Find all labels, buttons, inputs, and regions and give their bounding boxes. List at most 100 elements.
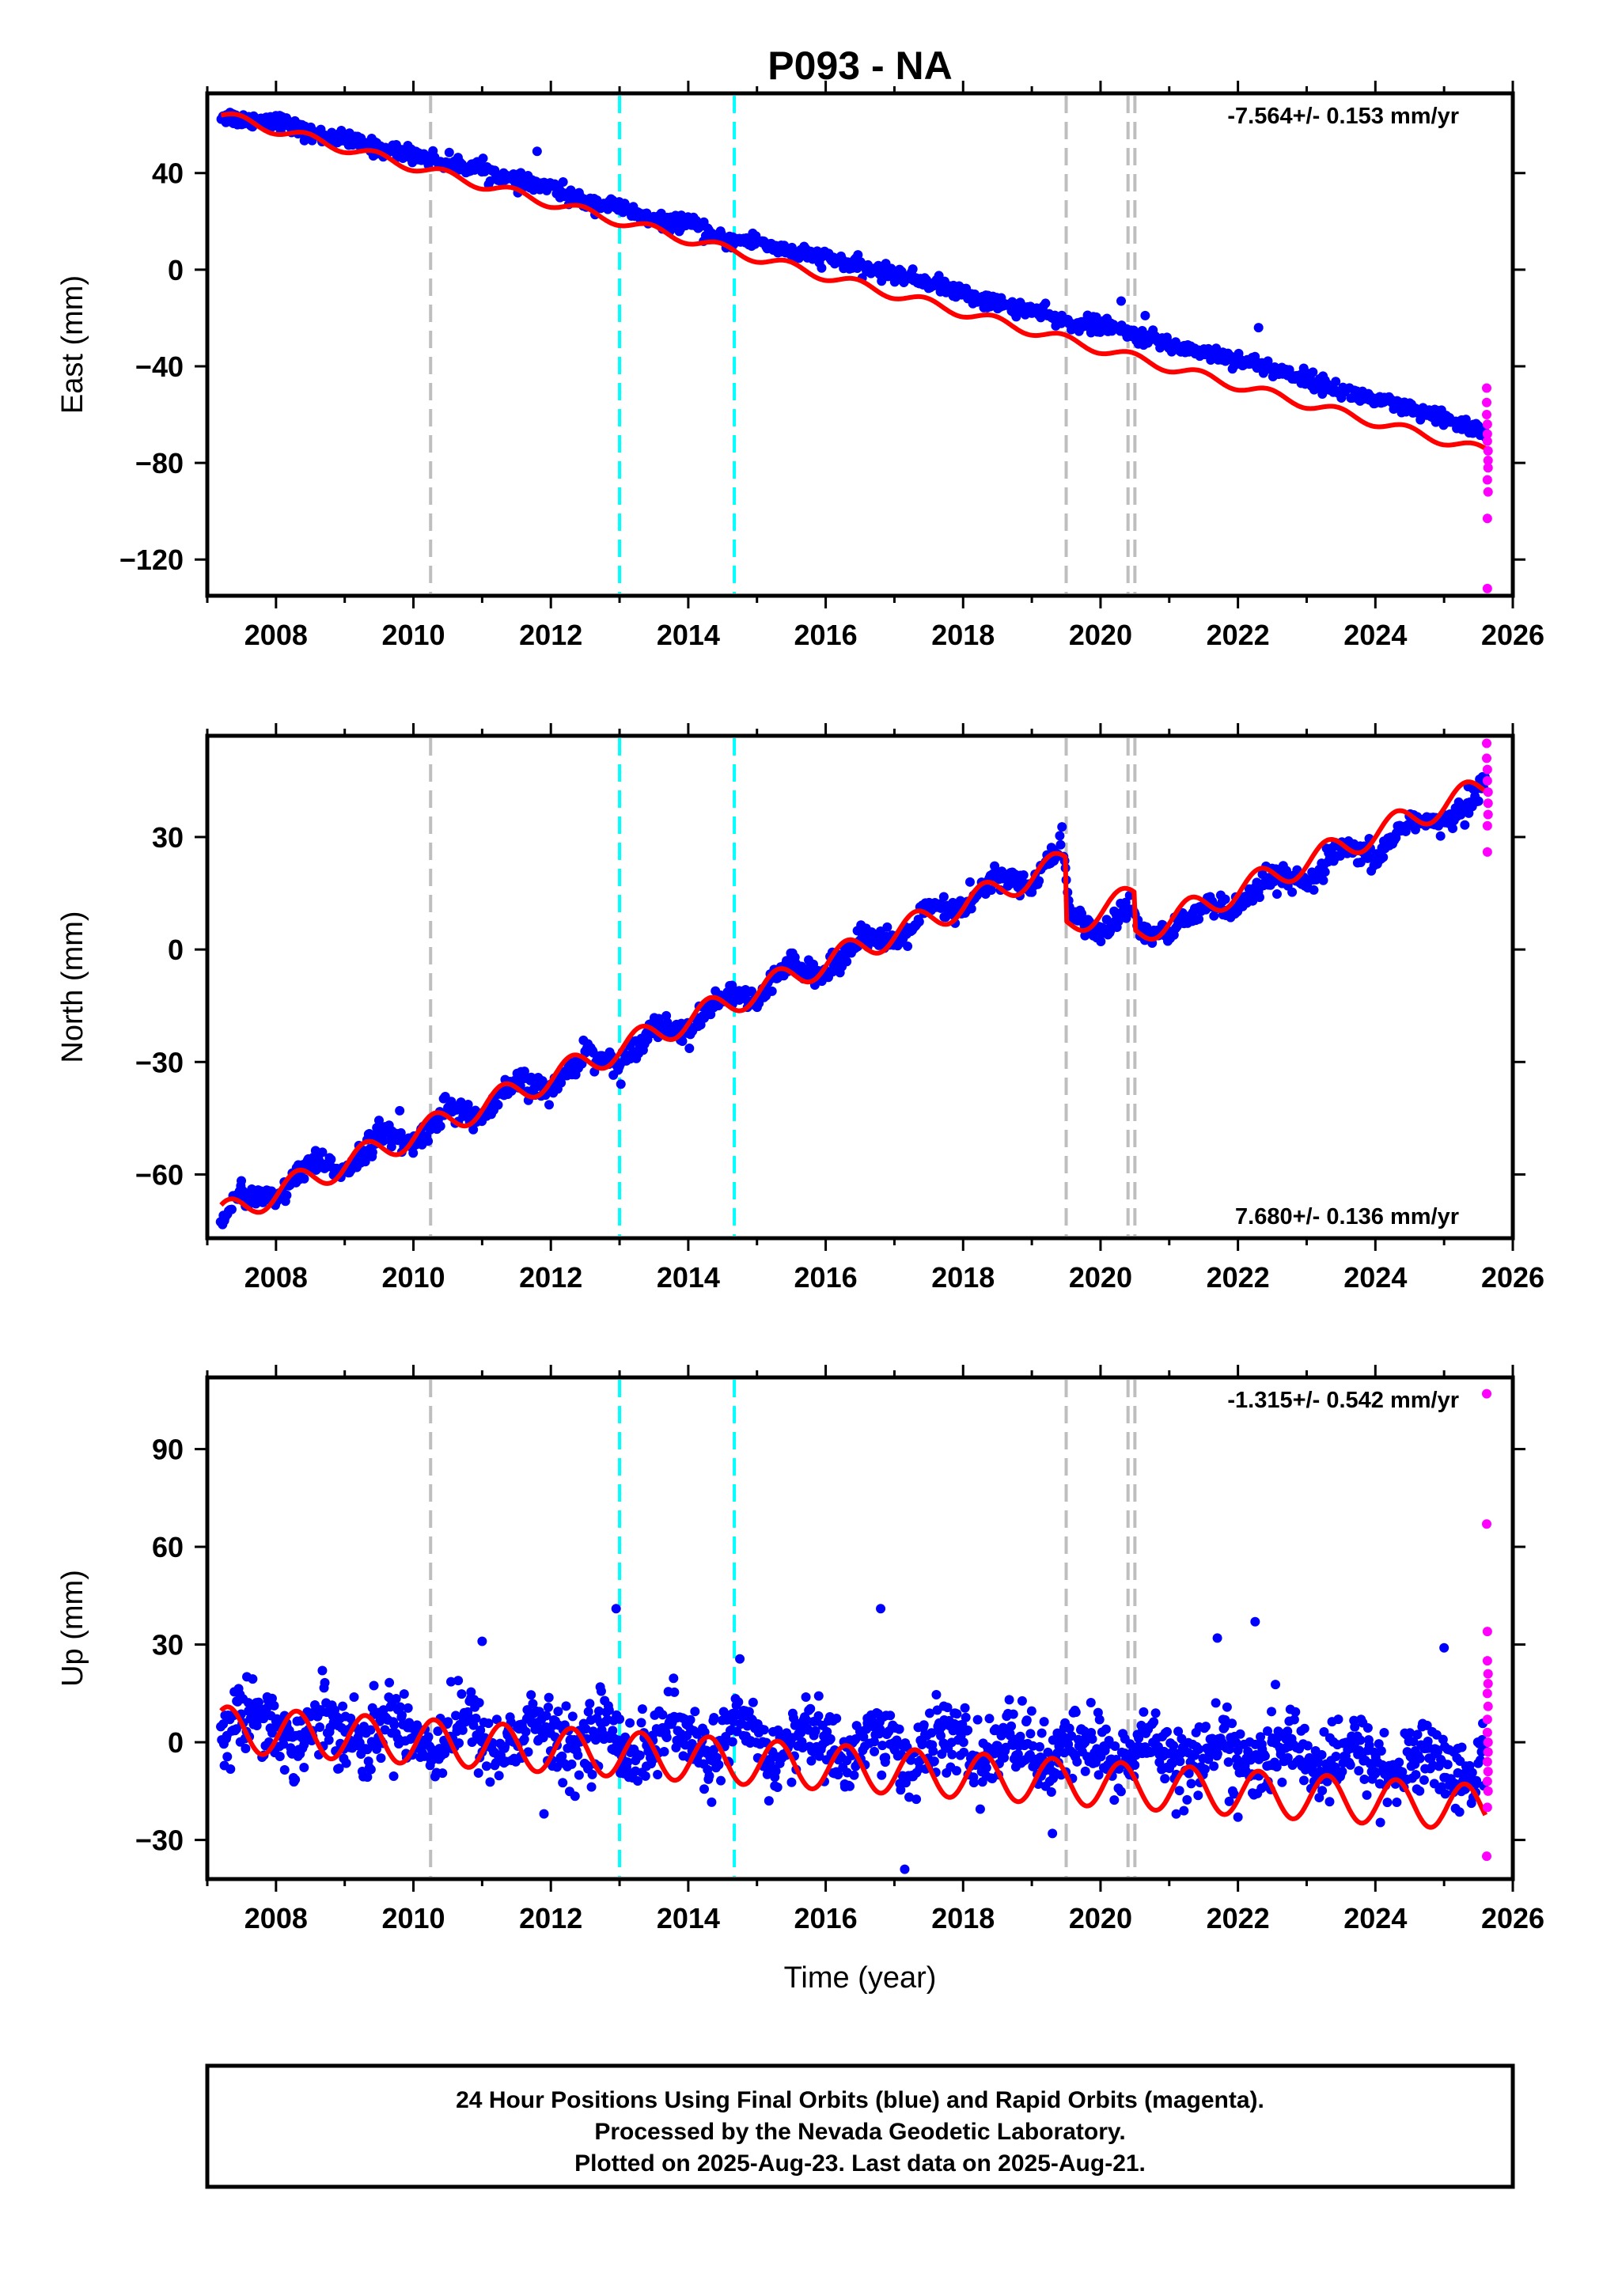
final-point (1034, 1741, 1044, 1752)
final-point (1064, 1723, 1074, 1733)
final-point (476, 1725, 486, 1735)
final-point (1422, 1720, 1432, 1730)
final-point (338, 1701, 348, 1711)
final-point (881, 1752, 891, 1763)
rapid-point (1483, 798, 1493, 809)
final-point (388, 1771, 399, 1782)
final-point (372, 1744, 382, 1754)
final-point (669, 1687, 680, 1697)
final-point (767, 986, 777, 996)
final-point (491, 1714, 502, 1725)
final-point (810, 1726, 820, 1736)
final-point (226, 1204, 237, 1214)
final-point (451, 1711, 461, 1721)
final-point (999, 1752, 1010, 1763)
y-tick-label: −30 (135, 1046, 184, 1078)
final-point (927, 1728, 937, 1738)
final-point (1472, 1775, 1482, 1786)
final-point (587, 1769, 597, 1779)
rapid-point (1482, 1776, 1492, 1786)
rapid-point (1482, 436, 1492, 446)
final-point (544, 1100, 555, 1110)
final-point (875, 1724, 885, 1734)
final-point (1209, 1761, 1219, 1771)
final-point (1149, 1717, 1159, 1727)
final-point (947, 1749, 957, 1760)
final-point (1337, 1767, 1347, 1777)
panel-frame (205, 91, 1515, 598)
final-point (267, 1693, 277, 1703)
final-point (262, 1703, 272, 1714)
final-point (1448, 824, 1458, 834)
final-point (771, 1766, 781, 1776)
final-point (290, 1775, 301, 1785)
final-point (1354, 1766, 1364, 1776)
rapid-point (1482, 1756, 1492, 1767)
final-point (446, 1097, 457, 1107)
final-point (805, 1703, 816, 1714)
final-point (222, 1752, 233, 1762)
final-point (1110, 1741, 1120, 1752)
model-curve (219, 1704, 1487, 1830)
final-point (1412, 1730, 1423, 1740)
final-point (299, 1173, 309, 1184)
final-point (858, 1732, 869, 1742)
rapid-point (1482, 397, 1491, 407)
final-point (1394, 1757, 1404, 1767)
final-point (543, 1703, 553, 1713)
final-point (282, 1190, 292, 1200)
final-point (833, 1770, 843, 1780)
final-point (1021, 1715, 1032, 1726)
y-tick-label: −80 (135, 447, 184, 479)
final-point (1331, 1751, 1341, 1761)
final-point (252, 1720, 262, 1730)
final-point (1457, 1742, 1467, 1752)
final-point (485, 1777, 495, 1787)
rapid-point (1482, 753, 1491, 763)
final-point (992, 1741, 1002, 1751)
x-tick-label: 2026 (1481, 619, 1544, 651)
final-point (661, 1732, 672, 1742)
final-point (1254, 892, 1264, 903)
final-point (457, 1689, 467, 1699)
final-point (772, 1782, 783, 1792)
final-point (959, 1747, 969, 1757)
final-point (938, 892, 949, 902)
final-point (735, 1654, 745, 1664)
final-point (1283, 1752, 1293, 1763)
panel-frame (205, 1375, 1515, 1881)
y-tick-label: 0 (168, 934, 184, 966)
final-point (466, 1687, 476, 1697)
final-point (788, 1713, 798, 1723)
final-point (924, 1708, 934, 1718)
final-point (1440, 1789, 1450, 1799)
rapid-point (1482, 764, 1492, 775)
x-tick-label: 2014 (657, 619, 720, 651)
final-point (275, 1751, 285, 1761)
x-tick-label: 2020 (1069, 619, 1132, 651)
final-point (903, 941, 913, 951)
x-tick-label: 2018 (931, 1902, 995, 1934)
final-point (714, 1760, 724, 1770)
final-point (1104, 1736, 1114, 1746)
up-panel: 2008 2010 2012 2014 2016 2018 2020 2022 2024 2026… (56, 1365, 1544, 1934)
final-point (968, 1778, 979, 1788)
final-point (1018, 870, 1029, 881)
final-point (1086, 1698, 1096, 1708)
final-point (1184, 1768, 1194, 1779)
final-point (1186, 1779, 1196, 1789)
final-point (727, 1737, 737, 1747)
x-tick-label: 2014 (657, 1902, 720, 1934)
final-point (581, 1724, 591, 1734)
final-point (541, 1711, 551, 1721)
final-point (936, 1730, 946, 1741)
final-point (972, 1714, 983, 1725)
y-tick-label: −40 (135, 350, 184, 383)
east-panel: 2008 2010 2012 2014 2016 2018 2020 2022 2024 2026… (56, 81, 1544, 651)
final-outlier-point (1439, 1642, 1450, 1653)
final-point (1298, 1775, 1309, 1786)
y-tick-label: 30 (152, 1629, 184, 1661)
final-point (690, 1707, 700, 1717)
final-point (1415, 1786, 1425, 1796)
final-point (1193, 1790, 1203, 1801)
